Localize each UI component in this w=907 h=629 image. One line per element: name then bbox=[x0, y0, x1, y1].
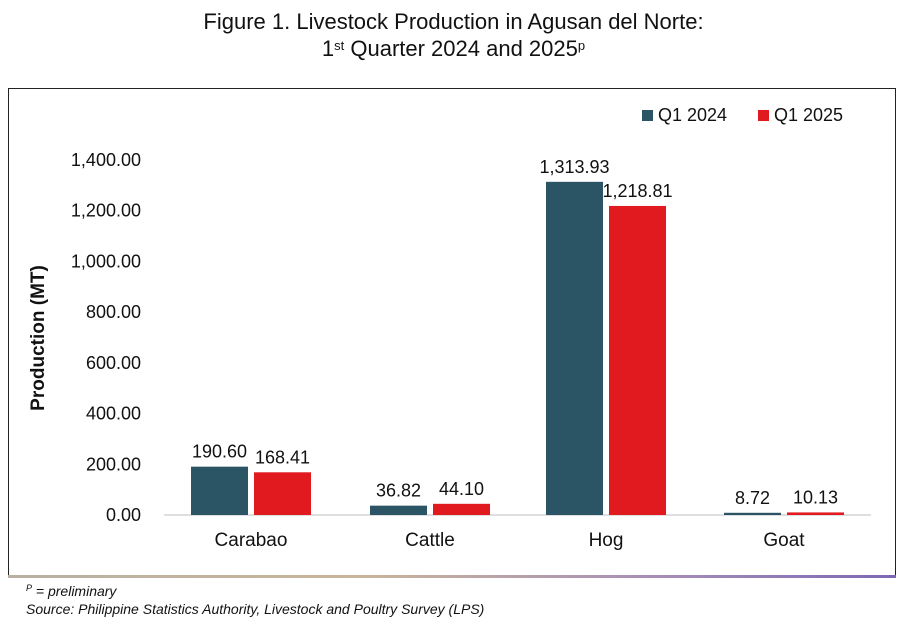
frame-bottom-edge bbox=[8, 575, 896, 578]
y-tick-label: 1,200.00 bbox=[71, 201, 141, 221]
x-tick-label: Hog bbox=[589, 530, 624, 551]
legend-label: Q1 2025 bbox=[774, 105, 843, 125]
bar-goat-q1-2024 bbox=[724, 512, 781, 515]
data-label: 44.10 bbox=[439, 479, 484, 499]
bar-hog-q1-2025 bbox=[609, 205, 666, 515]
y-tick-label: 800.00 bbox=[86, 302, 141, 322]
data-label: 168.41 bbox=[255, 447, 310, 467]
x-tick-label: Goat bbox=[763, 530, 805, 551]
data-label: 10.13 bbox=[793, 487, 838, 507]
data-label: 190.60 bbox=[192, 442, 247, 462]
bar-carabao-q1-2025 bbox=[254, 472, 311, 515]
footnote-preliminary: P = preliminary bbox=[26, 583, 116, 599]
data-label: 36.82 bbox=[376, 481, 421, 501]
bar-cattle-q1-2024 bbox=[370, 505, 427, 515]
bar-cattle-q1-2025 bbox=[433, 503, 490, 515]
bar-chart: 0.00 200.00 400.00 600.00 800.00 1,000.00 1,20… bbox=[28, 105, 871, 551]
data-label: 1,313.93 bbox=[539, 157, 609, 177]
title-ordinal: 1 bbox=[321, 36, 335, 61]
bar-goat-q1-2025 bbox=[787, 512, 844, 515]
x-tick-label: Carabao bbox=[215, 530, 288, 551]
footnote-preliminary-text: = preliminary bbox=[32, 583, 117, 599]
y-tick-label: 1,000.00 bbox=[71, 251, 141, 271]
y-tick-label: 600.00 bbox=[86, 353, 141, 373]
title-ordinal-suffix: st bbox=[334, 38, 345, 53]
footnote-marker: P bbox=[26, 583, 33, 593]
y-tick-label: 0.00 bbox=[106, 505, 141, 525]
y-tick-label: 200.00 bbox=[86, 454, 141, 474]
footnote-source: Source: Philippine Statistics Authority,… bbox=[26, 601, 485, 617]
data-label: 1,218.81 bbox=[602, 181, 672, 201]
legend-swatch-q1-2025 bbox=[758, 110, 769, 121]
data-label: 8.72 bbox=[735, 488, 770, 508]
chart-frame: 0.00 200.00 400.00 600.00 800.00 1,000.00 1,20… bbox=[8, 88, 896, 576]
legend-label: Q1 2024 bbox=[658, 105, 727, 125]
bar-hog-q1-2024 bbox=[546, 181, 603, 515]
y-axis-label: Production (MT) bbox=[28, 265, 49, 411]
y-tick-label: 1,400.00 bbox=[71, 150, 141, 170]
title-preliminary-mark: p bbox=[577, 38, 586, 53]
x-tick-label: Cattle bbox=[405, 530, 455, 551]
chart-title-line2: 1st Quarter 2024 and 2025p bbox=[0, 35, 907, 62]
y-tick-label: 400.00 bbox=[86, 404, 141, 424]
chart-title-line1: Figure 1. Livestock Production in Agusan… bbox=[203, 9, 704, 34]
legend-swatch-q1-2024 bbox=[642, 110, 653, 121]
title-quarter-text: Quarter 2024 and 2025 bbox=[344, 36, 578, 61]
bar-carabao-q1-2024 bbox=[191, 466, 248, 515]
